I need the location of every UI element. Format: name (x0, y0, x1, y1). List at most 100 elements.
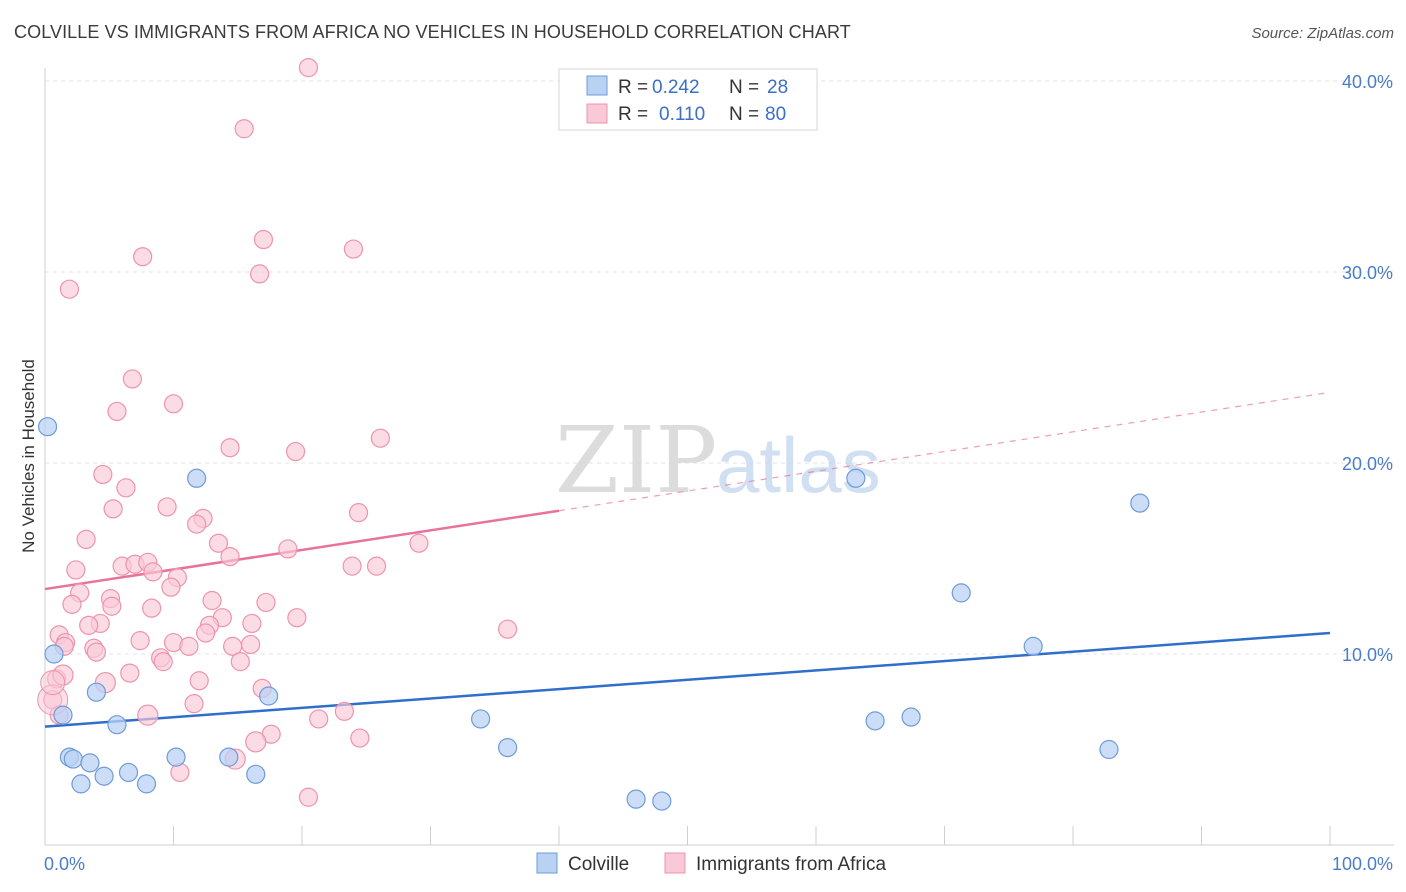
data-point-immigrants-from-africa (253, 229, 274, 250)
data-point-immigrants-from-africa (163, 394, 184, 414)
data-point-immigrants-from-africa (348, 503, 369, 523)
trend-line-immigrants-from-africa (44, 509, 560, 591)
series-colville (37, 417, 1150, 811)
data-point-colville (219, 747, 239, 767)
data-point-immigrants-from-africa (59, 279, 80, 299)
data-point-immigrants-from-africa (142, 598, 162, 618)
data-point-immigrants-from-africa (366, 556, 387, 576)
data-point-immigrants-from-africa (245, 731, 267, 753)
data-point-immigrants-from-africa (103, 499, 123, 519)
data-point-immigrants-from-africa (153, 652, 173, 672)
watermark-atlas: atlas (716, 421, 881, 509)
y-tick-label: 40.0% (1342, 72, 1393, 92)
data-point-colville (37, 417, 58, 437)
bottom-legend: Colville Immigrants from Africa (536, 852, 886, 875)
trend-lines (44, 391, 1331, 728)
grid-lines (45, 80, 1394, 655)
data-point-immigrants-from-africa (116, 478, 136, 498)
data-point-immigrants-from-africa (122, 369, 142, 389)
y-tick-label: 10.0% (1342, 645, 1393, 665)
data-point-colville (951, 583, 971, 603)
data-point-immigrants-from-africa (220, 438, 240, 458)
data-point-colville (498, 737, 518, 758)
y-tick-labels: 10.0% 20.0% 30.0% 40.0% (1342, 72, 1393, 665)
data-point-colville (86, 682, 107, 702)
data-point-immigrants-from-africa (157, 497, 177, 517)
data-point-immigrants-from-africa (278, 539, 298, 559)
data-point-immigrants-from-africa (242, 613, 262, 634)
data-point-immigrants-from-africa (107, 401, 127, 422)
data-point-colville (901, 707, 921, 727)
data-point-immigrants-from-africa (62, 594, 82, 614)
y-tick-label: 20.0% (1342, 454, 1393, 474)
x-tick-label: 0.0% (44, 854, 85, 874)
data-point-immigrants-from-africa (184, 694, 204, 714)
bottom-legend-swatch-colville (536, 852, 558, 874)
data-point-colville (71, 774, 91, 794)
chart-title: COLVILLE VS IMMIGRANTS FROM AFRICA NO VE… (14, 22, 851, 42)
legend-n-label: N = (729, 104, 759, 125)
data-point-immigrants-from-africa (187, 514, 207, 534)
trend-line-colville (44, 631, 1331, 728)
data-point-colville (865, 711, 885, 731)
legend-swatch-colville (586, 75, 608, 96)
data-point-immigrants-from-africa (334, 701, 355, 721)
data-point-colville (107, 715, 127, 735)
data-point-immigrants-from-africa (350, 728, 370, 748)
data-point-colville (80, 753, 100, 773)
data-point-colville (1023, 636, 1043, 656)
data-point-immigrants-from-africa (40, 670, 66, 696)
data-point-colville (471, 709, 491, 729)
data-point-colville (846, 468, 866, 488)
data-point-immigrants-from-africa (66, 560, 86, 580)
legend-n-value: 80 (765, 104, 786, 125)
legend-n-value: 28 (767, 77, 788, 98)
series-immigrants-from-africa (37, 58, 518, 807)
data-point-immigrants-from-africa (498, 619, 518, 639)
data-point-colville (626, 789, 646, 809)
data-point-immigrants-from-africa (133, 247, 153, 267)
data-point-immigrants-from-africa (93, 464, 113, 485)
legend: R = 0.242 N = 28 R = 0.110 N = 80 (558, 68, 818, 131)
data-point-immigrants-from-africa (234, 119, 254, 139)
data-point-immigrants-from-africa (137, 704, 159, 726)
data-point-immigrants-from-africa (179, 636, 199, 656)
data-point-immigrants-from-africa (230, 652, 250, 672)
data-point-colville (187, 468, 207, 488)
data-point-colville (246, 764, 266, 784)
data-point-colville (136, 774, 157, 794)
data-point-immigrants-from-africa (143, 562, 163, 582)
y-tick-label: 30.0% (1342, 263, 1393, 283)
data-point-immigrants-from-africa (249, 264, 270, 284)
legend-n-label: N = (729, 77, 759, 98)
data-point-colville (652, 791, 672, 811)
data-point-immigrants-from-africa (287, 608, 307, 628)
data-point-immigrants-from-africa (86, 642, 107, 662)
data-point-immigrants-from-africa (102, 596, 122, 616)
legend-r-label: R = (618, 104, 648, 125)
data-point-immigrants-from-africa (298, 787, 319, 807)
data-point-immigrants-from-africa (343, 239, 363, 259)
axes (44, 68, 1394, 846)
bottom-legend-label-colville: Colville (568, 854, 629, 875)
data-point-immigrants-from-africa (76, 529, 96, 550)
data-point-immigrants-from-africa (285, 441, 306, 462)
data-point-colville (118, 762, 139, 783)
data-point-immigrants-from-africa (120, 663, 140, 683)
data-point-immigrants-from-africa (241, 634, 261, 655)
data-point-immigrants-from-africa (220, 546, 240, 567)
source-label: Source: ZipAtlas.com (1251, 25, 1394, 42)
x-tick-label: 100.0% (1332, 854, 1393, 874)
watermark: ZIP atlas (555, 407, 881, 514)
data-point-immigrants-from-africa (309, 709, 329, 729)
data-point-immigrants-from-africa (79, 615, 99, 635)
data-point-immigrants-from-africa (370, 428, 390, 448)
watermark-zip: ZIP (555, 407, 717, 514)
data-point-immigrants-from-africa (409, 533, 429, 553)
data-point-immigrants-from-africa (342, 556, 362, 576)
y-axis-title: No Vehicles in Household (19, 359, 38, 553)
data-point-colville (63, 749, 83, 769)
trend-line-extension (558, 391, 1331, 512)
data-point-immigrants-from-africa (256, 592, 276, 613)
